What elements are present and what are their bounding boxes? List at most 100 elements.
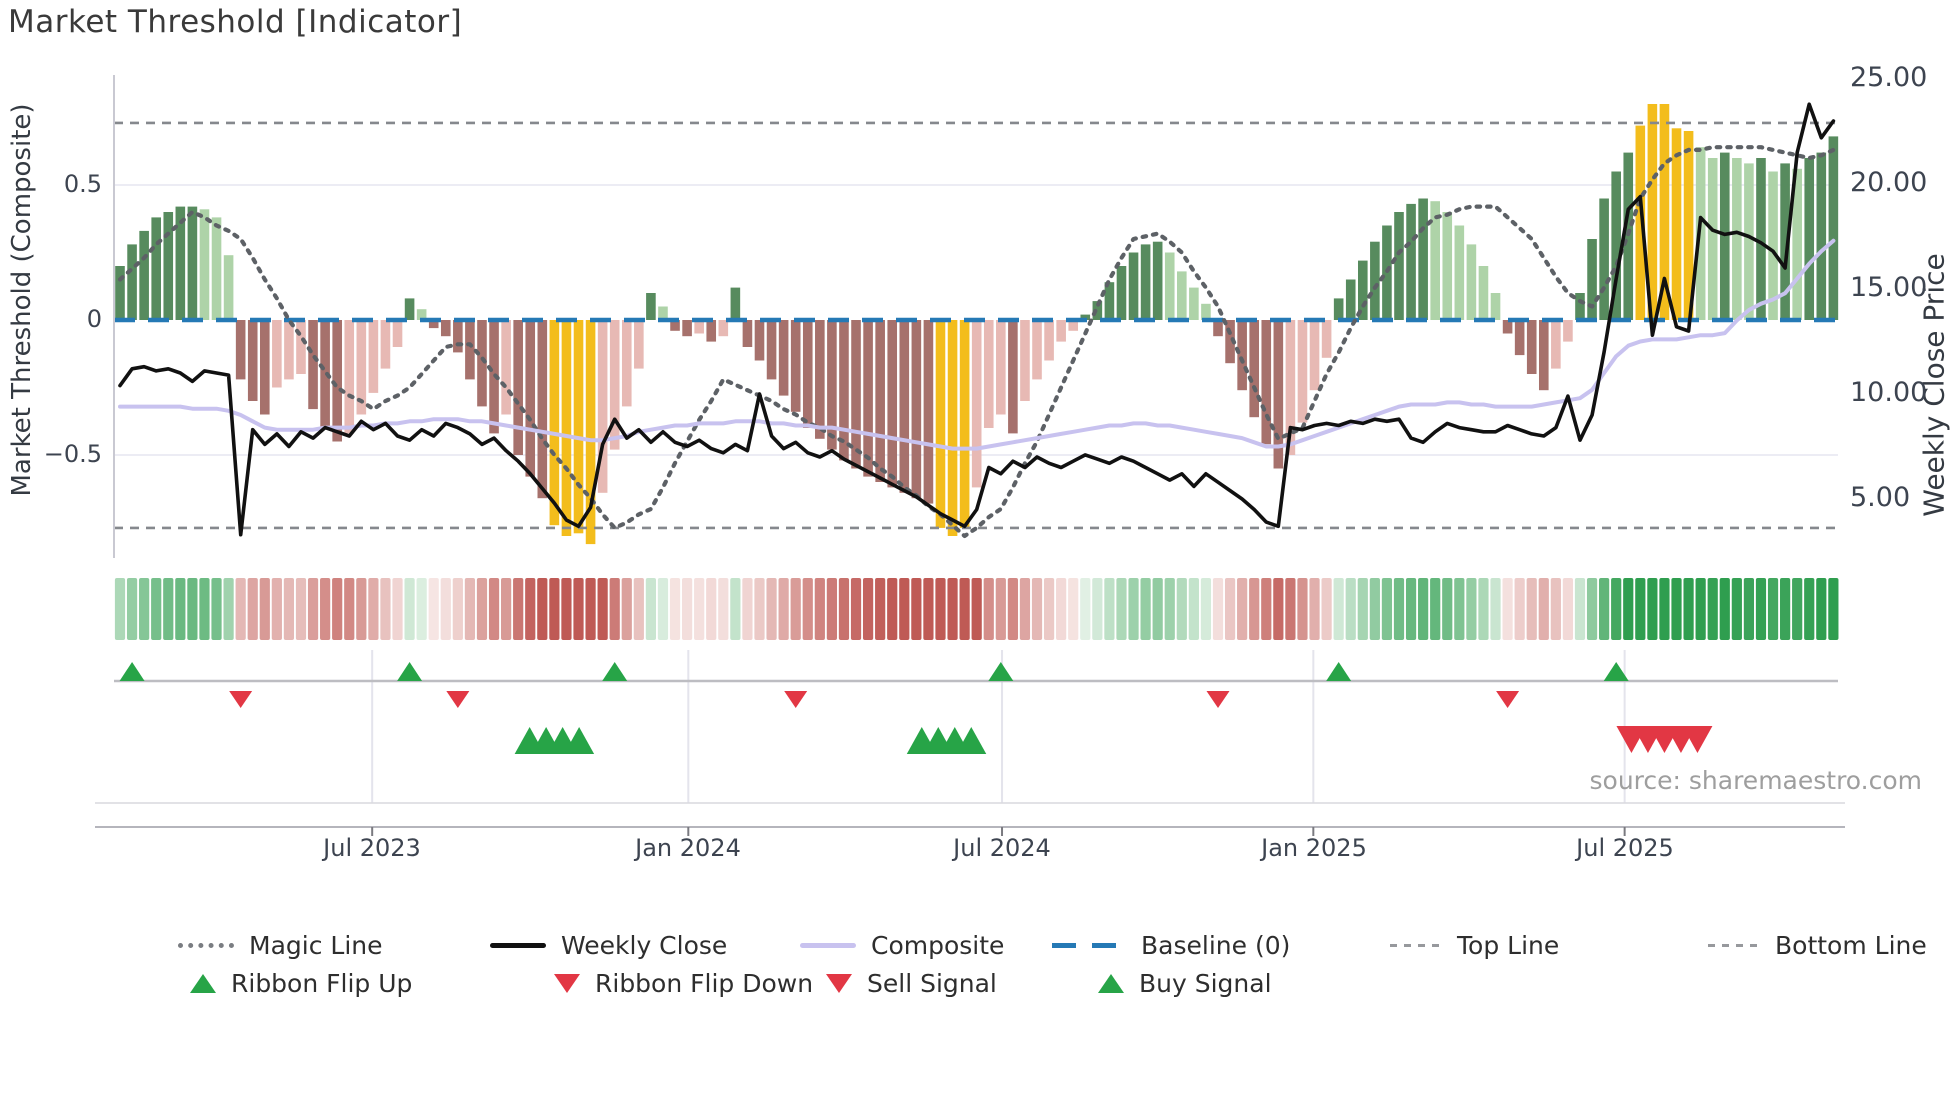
- ribbon-cell: [1804, 578, 1815, 640]
- composite-bar: [513, 320, 523, 455]
- right-tick-5: 5.00: [1850, 482, 1911, 513]
- ribbon-cell: [862, 578, 874, 640]
- composite-bar: [1418, 198, 1428, 320]
- ribbon-cell: [259, 578, 270, 640]
- ribbon-cell: [307, 578, 319, 640]
- ribbon-cell: [1333, 578, 1344, 640]
- composite-bar: [1394, 212, 1404, 320]
- composite-bar: [127, 244, 137, 320]
- ribbon-cell: [995, 578, 1006, 640]
- triangle-down-icon: [554, 973, 580, 993]
- composite-bar: [1719, 152, 1730, 320]
- composite-bar: [585, 320, 596, 545]
- ribbon-cell: [1321, 578, 1332, 640]
- composite-bar: [211, 217, 222, 320]
- ribbon-cell: [1393, 578, 1405, 640]
- ribbon-cell: [814, 578, 825, 640]
- ribbon-cell: [850, 578, 862, 640]
- composite-bar: [1249, 320, 1260, 418]
- composite-bar: [718, 320, 729, 337]
- composite-bar: [1225, 320, 1235, 364]
- ribbon-cell: [790, 578, 801, 640]
- composite-bar: [1575, 293, 1585, 320]
- composite-bar: [1659, 104, 1670, 320]
- ribbon-cell: [1104, 578, 1115, 640]
- composite-bar: [1056, 320, 1066, 342]
- ribbon-cell: [1828, 578, 1839, 640]
- ribbon-cell: [1007, 578, 1018, 640]
- composite-bar: [428, 320, 439, 329]
- composite-bar: [802, 320, 813, 428]
- composite-bar: [1563, 320, 1573, 342]
- ribbon-cell: [1683, 578, 1694, 640]
- composite-bar: [694, 320, 704, 334]
- ribbon-cell: [440, 578, 451, 640]
- composite-bar: [1068, 320, 1079, 331]
- composite-bar: [851, 320, 861, 469]
- baseline-swatch-icon: [1052, 942, 1126, 948]
- composite-bar: [1164, 252, 1175, 320]
- ribbon-cell: [1695, 578, 1706, 640]
- ribbon-cell: [754, 578, 765, 640]
- composite-bar: [259, 320, 270, 415]
- composite-bar: [935, 320, 946, 528]
- ribbon-cell: [959, 578, 970, 640]
- composite-bar: [404, 298, 415, 320]
- ribbon-cell: [283, 578, 295, 640]
- ribbon-cell: [1671, 578, 1682, 640]
- ribbon-cell: [1369, 578, 1380, 640]
- ribbon-cell: [1574, 578, 1586, 640]
- ribbon-cell: [452, 578, 463, 640]
- ribbon-cell: [1345, 578, 1356, 640]
- buy-signal-marker: [956, 727, 987, 754]
- ribbon-flip-up-marker: [119, 662, 145, 681]
- ribbon-cell: [537, 578, 548, 640]
- composite-bar: [1345, 279, 1356, 320]
- composite-bar: [1514, 320, 1525, 356]
- composite-bar: [151, 217, 161, 320]
- composite-bar: [1357, 260, 1368, 320]
- composite-bar: [115, 266, 125, 320]
- legend-weekly-close: Weekly Close: [490, 928, 727, 962]
- ribbon-flip-down-marker: [446, 691, 470, 708]
- composite-bar: [1261, 320, 1272, 445]
- composite-bar: [1116, 266, 1127, 320]
- x-tick-jan-2024: Jan 2024: [635, 834, 741, 862]
- composite-bar: [308, 320, 318, 410]
- composite-bar: [621, 320, 632, 407]
- ribbon-cell: [802, 578, 813, 640]
- ribbon-cell: [1152, 578, 1163, 640]
- composite-bar: [1008, 320, 1018, 434]
- ribbon-cell: [1249, 578, 1260, 640]
- ribbon-cell: [1285, 578, 1296, 640]
- composite-bar: [561, 320, 572, 536]
- composite-bar: [1538, 320, 1549, 391]
- composite-bar: [368, 320, 379, 393]
- ribbon-cell: [899, 578, 910, 640]
- ribbon-cell: [476, 578, 488, 640]
- ribbon-cell: [694, 578, 705, 640]
- ribbon-cell: [1538, 578, 1549, 640]
- composite-bar: [730, 287, 741, 320]
- ribbon-cell: [1792, 578, 1803, 640]
- composite-bar: [163, 212, 174, 320]
- ribbon-cell: [404, 578, 415, 640]
- composite-bar: [1707, 158, 1718, 320]
- composite-bar: [549, 320, 560, 526]
- ribbon-cell: [669, 578, 681, 640]
- ribbon-cell: [1116, 578, 1127, 640]
- composite-bar: [959, 320, 970, 528]
- magic-line: [117, 145, 1836, 539]
- ribbon-cell: [875, 578, 886, 640]
- ribbon-cell: [392, 578, 403, 640]
- composite-bar: [971, 320, 982, 488]
- composite-bar: [1599, 198, 1609, 320]
- composite-bar: [296, 320, 306, 374]
- ribbon-cell: [597, 578, 608, 640]
- left-tick-0.5: 0.5: [63, 170, 102, 198]
- legend-magic-line: Magic Line: [178, 928, 383, 962]
- ribbon-cell: [838, 578, 850, 640]
- page-title: Market Threshold [Indicator]: [8, 4, 463, 40]
